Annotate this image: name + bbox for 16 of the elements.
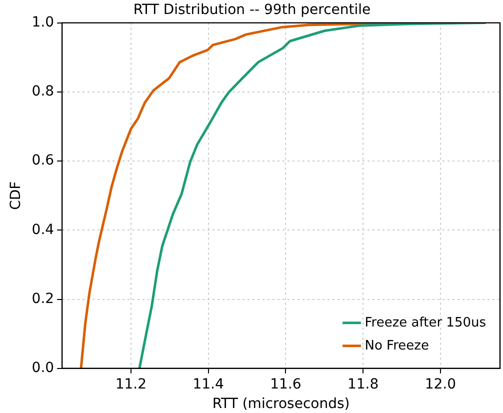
- legend-label: No Freeze: [364, 338, 429, 354]
- x-tick-label: 12.0: [424, 376, 456, 392]
- y-tick-label: 0.0: [32, 360, 54, 376]
- y-tick-label: 0.4: [32, 222, 54, 238]
- y-tick-label: 0.2: [32, 290, 54, 307]
- chart-title: RTT Distribution -- 99th percentile: [133, 2, 371, 18]
- x-axis-title: RTT (microseconds): [212, 396, 350, 412]
- y-tick-label: 0.6: [32, 152, 54, 169]
- y-tick-label: 1.0: [32, 14, 54, 30]
- x-tick-label: 11.6: [270, 376, 302, 392]
- y-tick-label: 0.8: [32, 84, 54, 100]
- x-tick-label: 11.2: [115, 376, 147, 392]
- x-tick-label: 11.4: [192, 376, 224, 392]
- x-tick-label: 11.8: [347, 376, 379, 392]
- y-axis-title: CDF: [8, 181, 24, 210]
- legend-label: Freeze after 150us: [364, 315, 486, 330]
